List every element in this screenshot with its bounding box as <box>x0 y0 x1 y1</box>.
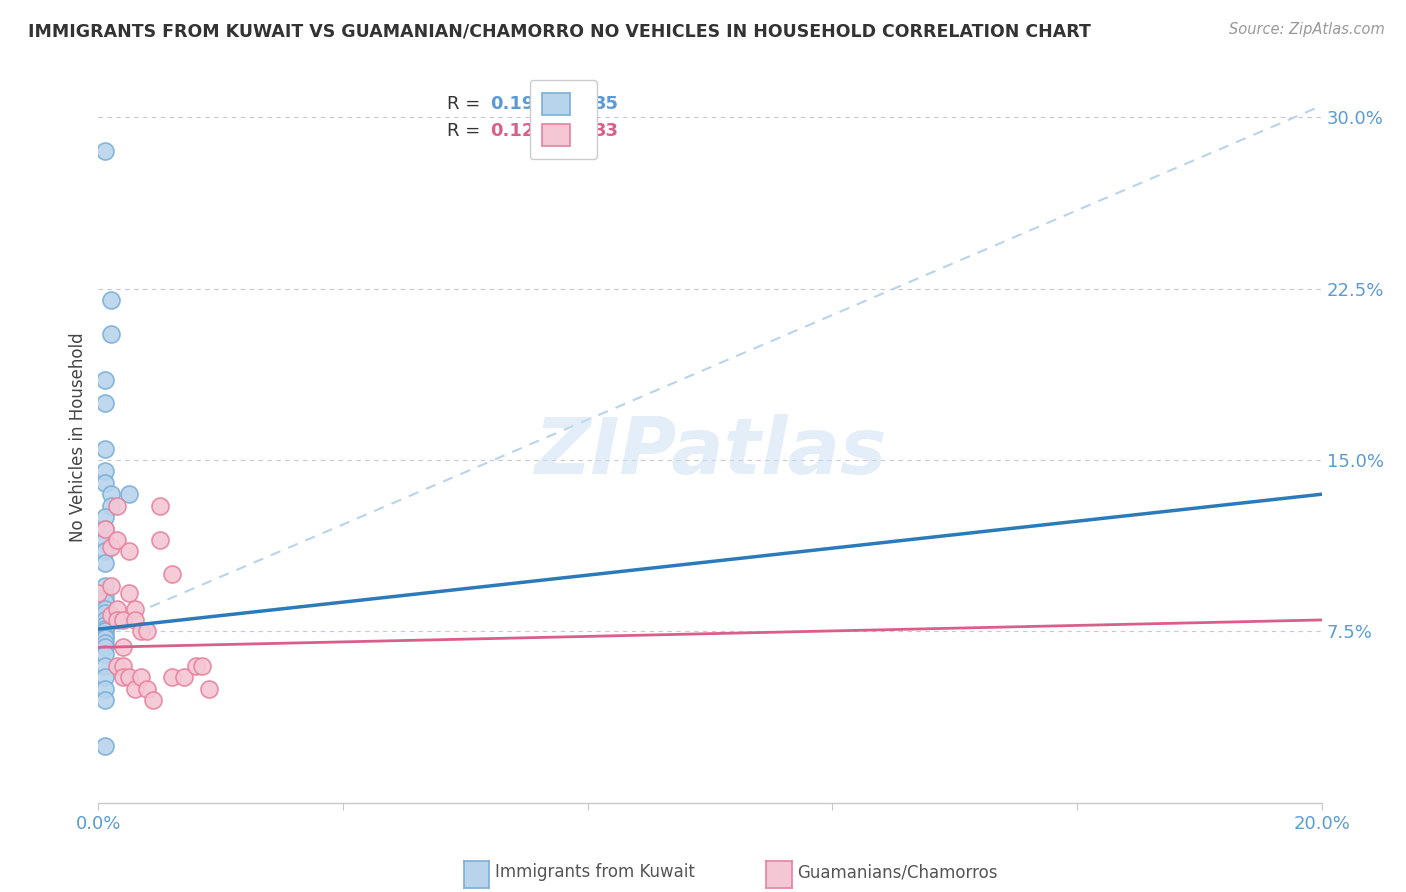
Point <box>105 601 128 615</box>
Point <box>111 613 134 627</box>
Point <box>93 396 115 410</box>
Text: Source: ZipAtlas.com: Source: ZipAtlas.com <box>1229 22 1385 37</box>
Text: 0.192: 0.192 <box>489 95 547 113</box>
Point <box>173 670 195 684</box>
Point <box>136 681 159 696</box>
Point <box>118 670 141 684</box>
Point <box>118 544 141 558</box>
Point <box>93 373 115 387</box>
Point <box>191 658 214 673</box>
Text: N =: N = <box>557 95 598 113</box>
Point <box>118 487 141 501</box>
Point <box>197 681 219 696</box>
Point <box>93 739 115 753</box>
Point <box>100 499 122 513</box>
Point <box>93 636 115 650</box>
Point <box>136 624 159 639</box>
Point <box>93 464 115 478</box>
Point <box>105 613 128 627</box>
Point <box>100 579 122 593</box>
Legend: , : , <box>530 80 596 159</box>
Point <box>93 521 115 535</box>
Point <box>93 579 115 593</box>
Point <box>93 670 115 684</box>
Point <box>124 681 146 696</box>
Point <box>93 693 115 707</box>
Text: R =: R = <box>447 122 486 140</box>
Text: Immigrants from Kuwait: Immigrants from Kuwait <box>495 863 695 881</box>
Point <box>111 640 134 655</box>
Point <box>93 629 115 643</box>
Point <box>129 670 152 684</box>
Point <box>93 681 115 696</box>
Point <box>93 624 115 639</box>
Point <box>100 293 122 307</box>
Point <box>93 632 115 646</box>
Point <box>93 658 115 673</box>
Point <box>93 622 115 636</box>
Point <box>160 670 183 684</box>
Point <box>93 617 115 632</box>
Text: Guamanians/Chamorros: Guamanians/Chamorros <box>797 863 998 881</box>
Text: IMMIGRANTS FROM KUWAIT VS GUAMANIAN/CHAMORRO NO VEHICLES IN HOUSEHOLD CORRELATIO: IMMIGRANTS FROM KUWAIT VS GUAMANIAN/CHAM… <box>28 22 1091 40</box>
Point <box>93 533 115 547</box>
Point <box>93 647 115 661</box>
Text: ZIPatlas: ZIPatlas <box>534 414 886 490</box>
Point <box>149 499 172 513</box>
Text: N =: N = <box>557 122 598 140</box>
Text: 0.123: 0.123 <box>489 122 547 140</box>
Point <box>93 442 115 456</box>
Point <box>186 658 208 673</box>
Point <box>142 693 165 707</box>
Point <box>93 556 115 570</box>
Point <box>93 544 115 558</box>
Point <box>160 567 183 582</box>
Point <box>100 608 122 623</box>
Point <box>87 585 110 599</box>
Point <box>118 585 141 599</box>
Point <box>105 658 128 673</box>
Point <box>93 594 115 608</box>
Point <box>100 327 122 342</box>
Point <box>111 670 134 684</box>
Point <box>124 613 146 627</box>
Point <box>100 540 122 554</box>
Point <box>93 613 115 627</box>
Text: 33: 33 <box>593 122 619 140</box>
Point <box>93 640 115 655</box>
Point <box>100 487 122 501</box>
Point <box>93 601 115 615</box>
Text: R =: R = <box>447 95 486 113</box>
Y-axis label: No Vehicles in Household: No Vehicles in Household <box>69 332 87 542</box>
Point <box>149 533 172 547</box>
Point <box>93 606 115 620</box>
Point <box>93 590 115 604</box>
Point <box>93 521 115 535</box>
Text: 35: 35 <box>593 95 619 113</box>
Point <box>129 624 152 639</box>
Point <box>105 499 128 513</box>
Point <box>93 145 115 159</box>
Point <box>93 475 115 490</box>
Point <box>111 658 134 673</box>
Point <box>105 533 128 547</box>
Point <box>93 510 115 524</box>
Point <box>124 601 146 615</box>
